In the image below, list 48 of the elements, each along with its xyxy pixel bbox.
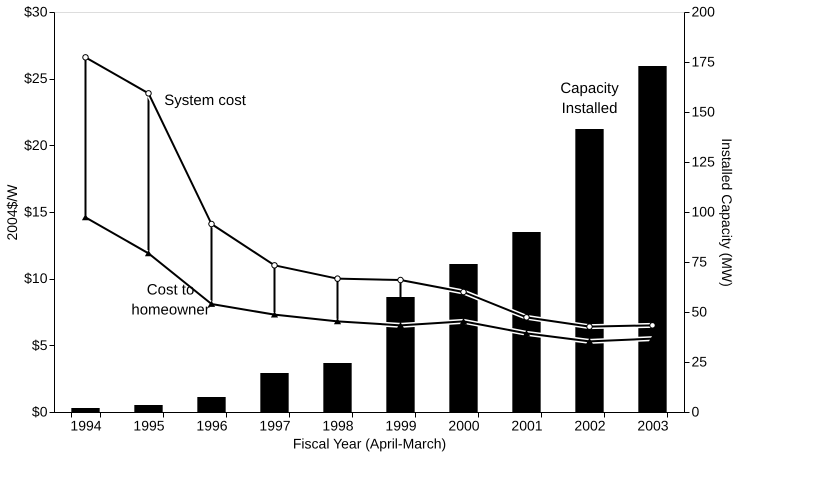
point — [586, 338, 593, 344]
point — [397, 322, 404, 328]
x-tick-label: 2003 — [637, 418, 669, 434]
x-tick-label: 1996 — [196, 418, 228, 434]
point — [271, 262, 278, 269]
y-tick-label: $10 — [24, 270, 48, 286]
y2-tick-label: 100 — [692, 204, 716, 220]
y-tick-label: $30 — [24, 4, 48, 20]
point — [460, 318, 467, 324]
point — [145, 90, 152, 97]
point — [586, 323, 593, 330]
y-tick-label: $0 — [32, 404, 48, 420]
point — [82, 54, 89, 61]
x-tick-label: 2001 — [511, 418, 543, 434]
y2-tick-label: 75 — [692, 254, 708, 270]
x-tick-label: 2002 — [574, 418, 606, 434]
series-label: System cost — [164, 92, 247, 109]
y2-axis-title: Installed Capacity (MW) — [718, 138, 735, 287]
point — [460, 288, 467, 296]
y-axis-title: 2004$/W — [4, 184, 20, 241]
y2-tick-label: 25 — [692, 354, 708, 370]
point — [397, 276, 404, 284]
y2-tick-label: 125 — [692, 154, 716, 170]
y2-tick-label: 0 — [692, 404, 700, 420]
y2-tick-label: 50 — [692, 304, 708, 320]
series-label: Capacity Installed — [560, 80, 620, 117]
y2-tick-label: 175 — [692, 54, 716, 70]
point — [271, 312, 278, 318]
x-tick-label: 1995 — [133, 418, 165, 434]
point — [649, 322, 656, 329]
x-tick-label: 1999 — [385, 418, 417, 434]
y-tick-label: $25 — [24, 70, 48, 86]
x-tick-label: 1997 — [259, 418, 291, 434]
x-axis-title: Fiscal Year (April-March) — [292, 436, 446, 452]
y-tick-label: $15 — [24, 204, 48, 220]
x-tick-label: 1998 — [322, 418, 354, 434]
point — [523, 314, 530, 321]
x-tick-label: 1994 — [70, 418, 102, 434]
point — [334, 275, 341, 282]
y2-tick-label: 200 — [692, 4, 716, 20]
point — [523, 330, 530, 336]
point — [145, 250, 152, 256]
x-tick-label: 2000 — [448, 418, 480, 434]
y-tick-label: $20 — [24, 136, 48, 153]
point — [208, 220, 215, 228]
y-tick-label: $5 — [32, 336, 48, 353]
y2-tick-label: 150 — [692, 104, 716, 120]
point — [334, 318, 341, 324]
